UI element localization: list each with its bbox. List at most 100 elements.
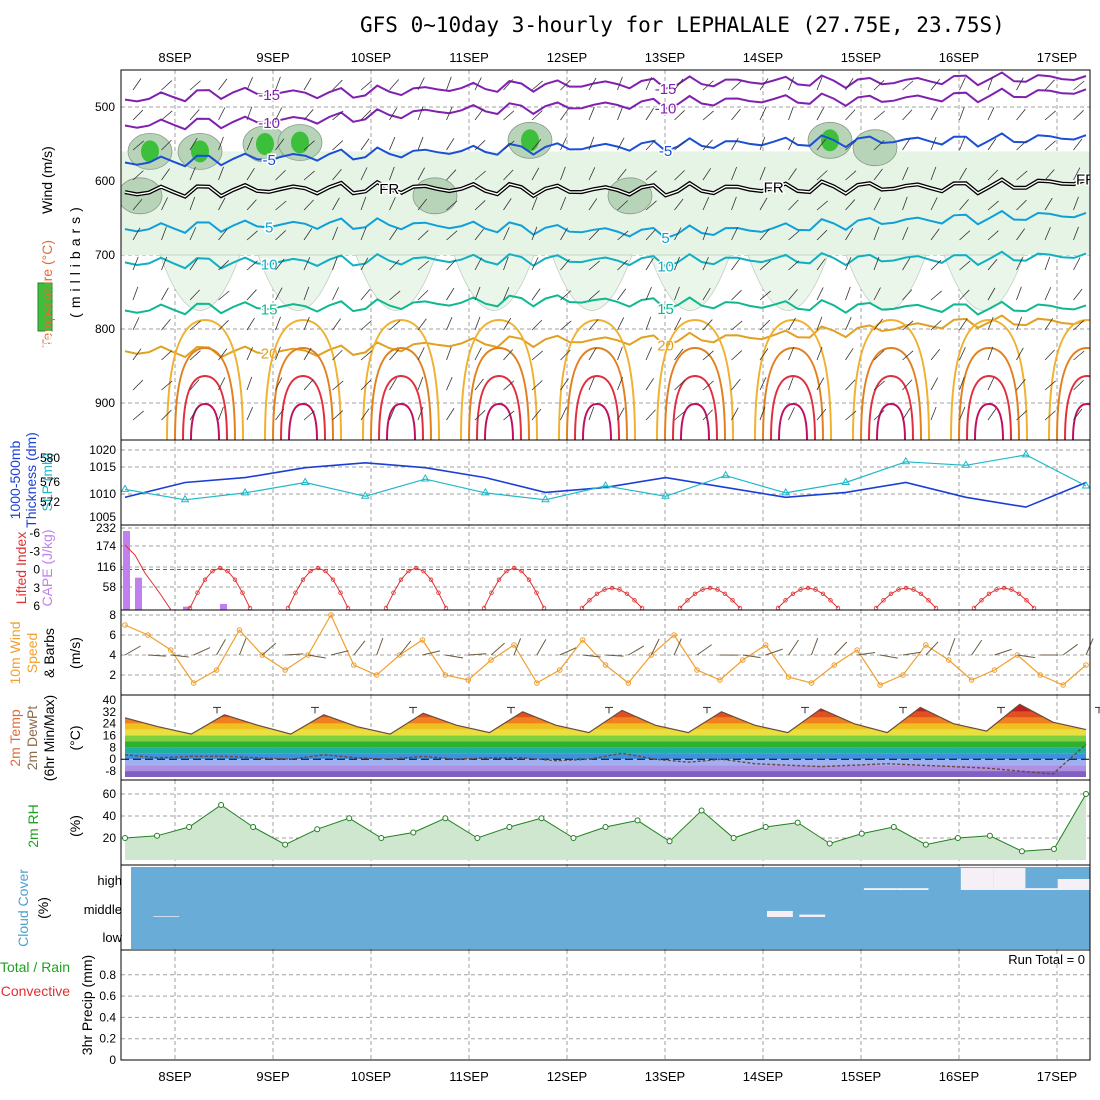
date-label-top: 16SEP bbox=[939, 50, 979, 65]
wind10-barb bbox=[422, 650, 441, 656]
wind-barb bbox=[731, 108, 741, 121]
wind-barb bbox=[531, 257, 539, 271]
wind-barb bbox=[674, 256, 680, 271]
wind10-marker bbox=[648, 652, 655, 658]
wind-barb bbox=[617, 76, 623, 91]
wind-barb bbox=[218, 197, 226, 211]
wind-barb bbox=[303, 410, 315, 421]
wind-barb bbox=[132, 227, 141, 241]
wind-barb bbox=[788, 260, 800, 271]
rh2m-marker bbox=[538, 815, 545, 822]
wind-barb bbox=[759, 197, 768, 211]
wind-barb bbox=[246, 106, 253, 121]
wind-barb bbox=[132, 379, 144, 391]
wind-barb bbox=[788, 289, 798, 301]
wind-barb bbox=[389, 290, 401, 301]
cloud-high-bar bbox=[1025, 888, 1058, 890]
wind10-marker bbox=[945, 657, 952, 663]
temp-band bbox=[125, 771, 1086, 777]
wind10-barb bbox=[238, 638, 247, 656]
li-marker bbox=[240, 590, 245, 595]
wind10-barb bbox=[147, 654, 166, 657]
temp-band bbox=[125, 704, 1086, 712]
wind-barb bbox=[161, 80, 173, 91]
wind-barb bbox=[816, 346, 823, 361]
warm-arch bbox=[1064, 374, 1090, 440]
warm-arch bbox=[868, 374, 914, 440]
rh2m-marker bbox=[986, 832, 993, 839]
date-label-top: 9SEP bbox=[256, 50, 289, 65]
wind-barb bbox=[845, 348, 854, 361]
wind-barb bbox=[474, 316, 481, 331]
li-marker bbox=[308, 568, 313, 574]
panel-frame-wind bbox=[120, 609, 1091, 696]
wind-barb bbox=[474, 140, 486, 151]
warm-arch bbox=[386, 402, 416, 440]
wind-barb bbox=[218, 166, 224, 181]
warm-arch bbox=[378, 374, 424, 440]
wind-barb bbox=[246, 317, 255, 331]
wind-barb bbox=[246, 260, 258, 271]
wind-barb bbox=[560, 137, 567, 151]
wind-barb bbox=[132, 286, 139, 301]
wind-barb bbox=[617, 137, 625, 151]
isotherm-label: 5 bbox=[661, 230, 669, 247]
isotherm--10 bbox=[124, 87, 1087, 131]
warm-arch bbox=[974, 402, 1004, 440]
wind-barb bbox=[845, 109, 856, 121]
wind-barb bbox=[645, 229, 656, 241]
li-marker bbox=[300, 577, 306, 582]
wind-barb bbox=[531, 288, 541, 301]
wind-barb bbox=[902, 320, 914, 331]
wind10-barb bbox=[216, 639, 226, 656]
wind-barb bbox=[332, 226, 339, 241]
rh2m-marker bbox=[1050, 846, 1057, 852]
cloud-label: Cloud Cover bbox=[15, 869, 31, 947]
wind-barb bbox=[674, 170, 685, 181]
wind-barb bbox=[446, 377, 453, 391]
cloud-high-bar bbox=[896, 888, 929, 890]
rh2m-marker bbox=[346, 815, 353, 822]
date-label-bottom: 16SEP bbox=[939, 1069, 979, 1084]
wind10-barb bbox=[376, 637, 384, 656]
temp2m-tick-label: 8 bbox=[109, 740, 116, 754]
warm-arch bbox=[288, 402, 318, 440]
wind10-marker bbox=[236, 627, 243, 633]
warm-arch bbox=[166, 318, 244, 440]
li-marker bbox=[338, 590, 343, 595]
cloud-high-bar bbox=[960, 868, 994, 890]
wind10-marker bbox=[739, 657, 746, 663]
temp2m-unit: (°C) bbox=[67, 725, 83, 750]
wind-barb bbox=[987, 107, 995, 121]
wind-barb bbox=[617, 200, 629, 211]
li-marker bbox=[685, 598, 690, 603]
wind-barb bbox=[332, 410, 344, 421]
rh2m-marker bbox=[1018, 848, 1025, 855]
wind10-marker bbox=[900, 672, 906, 678]
wind-barb bbox=[132, 170, 144, 181]
date-label-bottom: 15SEP bbox=[841, 1069, 881, 1084]
wind-barb bbox=[218, 319, 229, 331]
li-line bbox=[124, 544, 172, 611]
wind-barb bbox=[389, 259, 400, 271]
wind-barb bbox=[389, 377, 397, 391]
slp-marker bbox=[781, 487, 791, 496]
li-marker bbox=[511, 565, 517, 571]
rh2m-marker bbox=[218, 802, 225, 808]
cloud-background bbox=[131, 867, 1090, 949]
rh-lobe bbox=[649, 254, 731, 311]
li-marker bbox=[391, 590, 396, 595]
thickness-tick-label: 576 bbox=[40, 475, 60, 489]
wind-barb bbox=[930, 166, 937, 181]
date-label-bottom: 8SEP bbox=[158, 1069, 191, 1084]
wind-barb bbox=[389, 136, 396, 151]
wind-barb bbox=[560, 108, 569, 121]
wind-barb bbox=[503, 198, 512, 211]
temp-band bbox=[125, 729, 1086, 736]
wind-barb bbox=[759, 319, 771, 331]
wind-barb bbox=[1016, 378, 1026, 391]
li-line bbox=[483, 567, 545, 609]
temp-band bbox=[125, 723, 1086, 730]
wind-barb bbox=[617, 407, 625, 421]
wind-barb bbox=[759, 348, 769, 361]
